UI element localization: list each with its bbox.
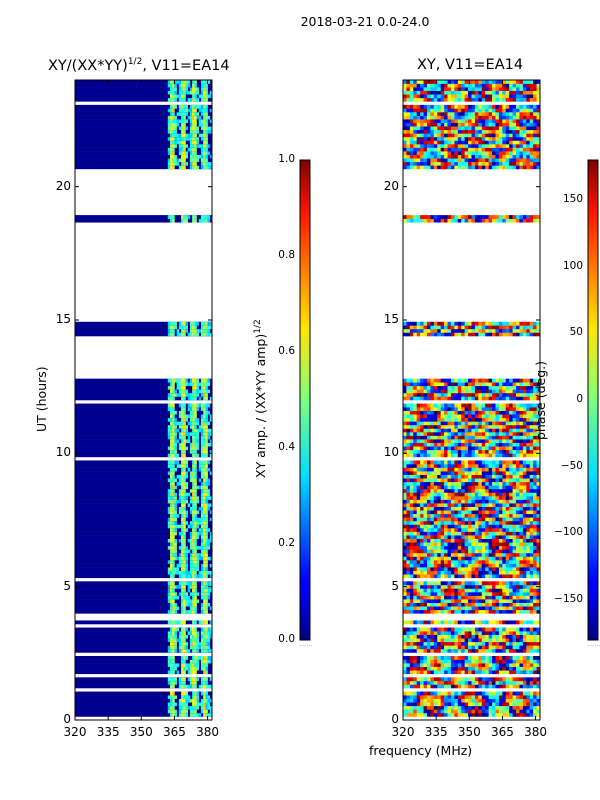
x-tick-label: 320: [391, 725, 415, 739]
colorbar-offset-text: .......: [587, 641, 600, 648]
colorbar-tick-label: 0.4: [278, 441, 295, 453]
x-tick-label: 380: [196, 725, 220, 739]
x-tick-label: 365: [162, 725, 186, 739]
y-tick-label: 15: [55, 312, 71, 326]
y-tick-label: 15: [383, 312, 399, 326]
colorbar-tick-label: 0.2: [278, 537, 295, 549]
x-axis-label: frequency (MHz): [369, 743, 473, 758]
y-tick-label: 0: [63, 712, 71, 726]
plot-frame: [74, 79, 213, 721]
amplitude-heatmap: [75, 80, 212, 717]
x-tick-label: 335: [424, 725, 448, 739]
phase-colorbar: [587, 159, 599, 641]
colorbar-tick-label: 50: [569, 326, 583, 339]
colorbar-tick-label: 1.0: [278, 153, 295, 165]
amplitude-colorbar: [299, 159, 311, 641]
colorbar-tick-label: 100: [562, 259, 583, 272]
x-tick-label: 320: [63, 725, 87, 739]
x-tick-label: 350: [129, 725, 153, 739]
amplitude-plot-title: XY/(XX*YY)1/2, V11=EA14: [48, 57, 230, 74]
x-tick-label: 335: [96, 725, 120, 739]
colorbar-tick-label: 0.6: [278, 345, 295, 357]
plot-frame: [402, 79, 541, 721]
y-axis-label: UT (hours): [34, 366, 49, 432]
colorbar-tick-label: −50: [560, 459, 583, 472]
colorbar-tick-label: 0.8: [278, 249, 295, 261]
colorbar-offset-text: .......: [299, 641, 313, 648]
x-tick-label: 365: [490, 725, 514, 739]
y-tick-label: 0: [391, 712, 399, 726]
colorbar-tick-label: 150: [562, 193, 583, 205]
figure-title: 2018-03-21 0.0-24.0: [300, 14, 430, 29]
y-tick-label: 5: [391, 578, 399, 593]
y-tick-label: 5: [63, 578, 71, 593]
y-tick-label: 20: [55, 178, 71, 193]
x-tick-label: 380: [524, 725, 548, 739]
amplitude-colorbar-label: XY amp. / (XX*YY amp)1/2: [253, 319, 269, 478]
y-tick-label: 20: [383, 178, 399, 193]
colorbar-tick-label: −150: [554, 593, 583, 605]
phase-heatmap: [403, 80, 540, 717]
y-tick-label: 10: [383, 445, 399, 460]
colorbar-tick-label: 0.0: [278, 633, 295, 645]
phase-plot-title: XY, V11=EA14: [417, 57, 524, 73]
y-tick-label: 10: [55, 445, 71, 460]
x-tick-label: 350: [457, 725, 481, 739]
colorbar-tick-label: 0: [576, 393, 583, 405]
colorbar-tick-label: −100: [554, 526, 583, 539]
